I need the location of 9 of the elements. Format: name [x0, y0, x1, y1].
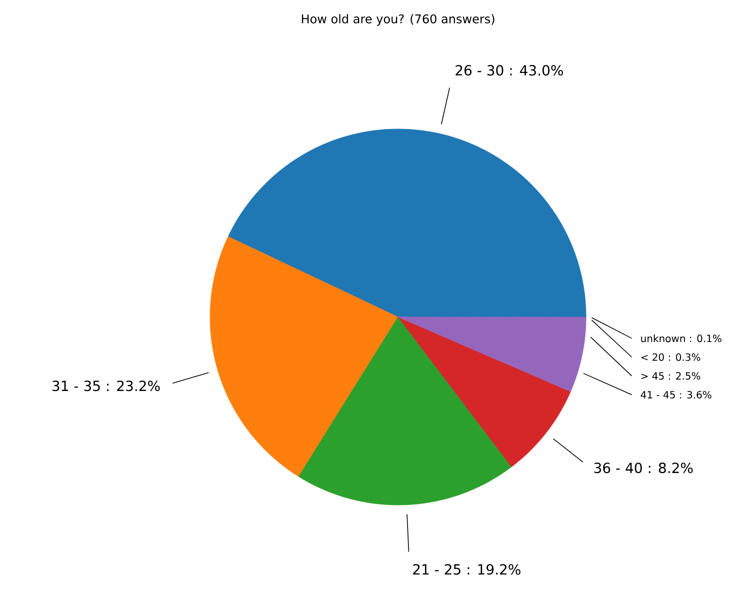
slice-label: < 20 : 0.3% — [641, 353, 700, 361]
slice-label: unknown : 0.1% — [641, 334, 722, 342]
slice-label: 26 - 30 : 43.0% — [456, 65, 563, 76]
slice-label: 36 - 40 : 8.2% — [594, 462, 693, 474]
slice-label: > 45 : 2.5% — [641, 372, 700, 380]
slice-label: 41 - 45 : 3.6% — [640, 390, 712, 399]
slice-label: 31 - 35 : 23.2% — [52, 380, 160, 392]
chart-title: How old are you? (760 answers) — [302, 14, 494, 26]
slice-label: 21 - 25 : 19.2% — [413, 564, 520, 575]
